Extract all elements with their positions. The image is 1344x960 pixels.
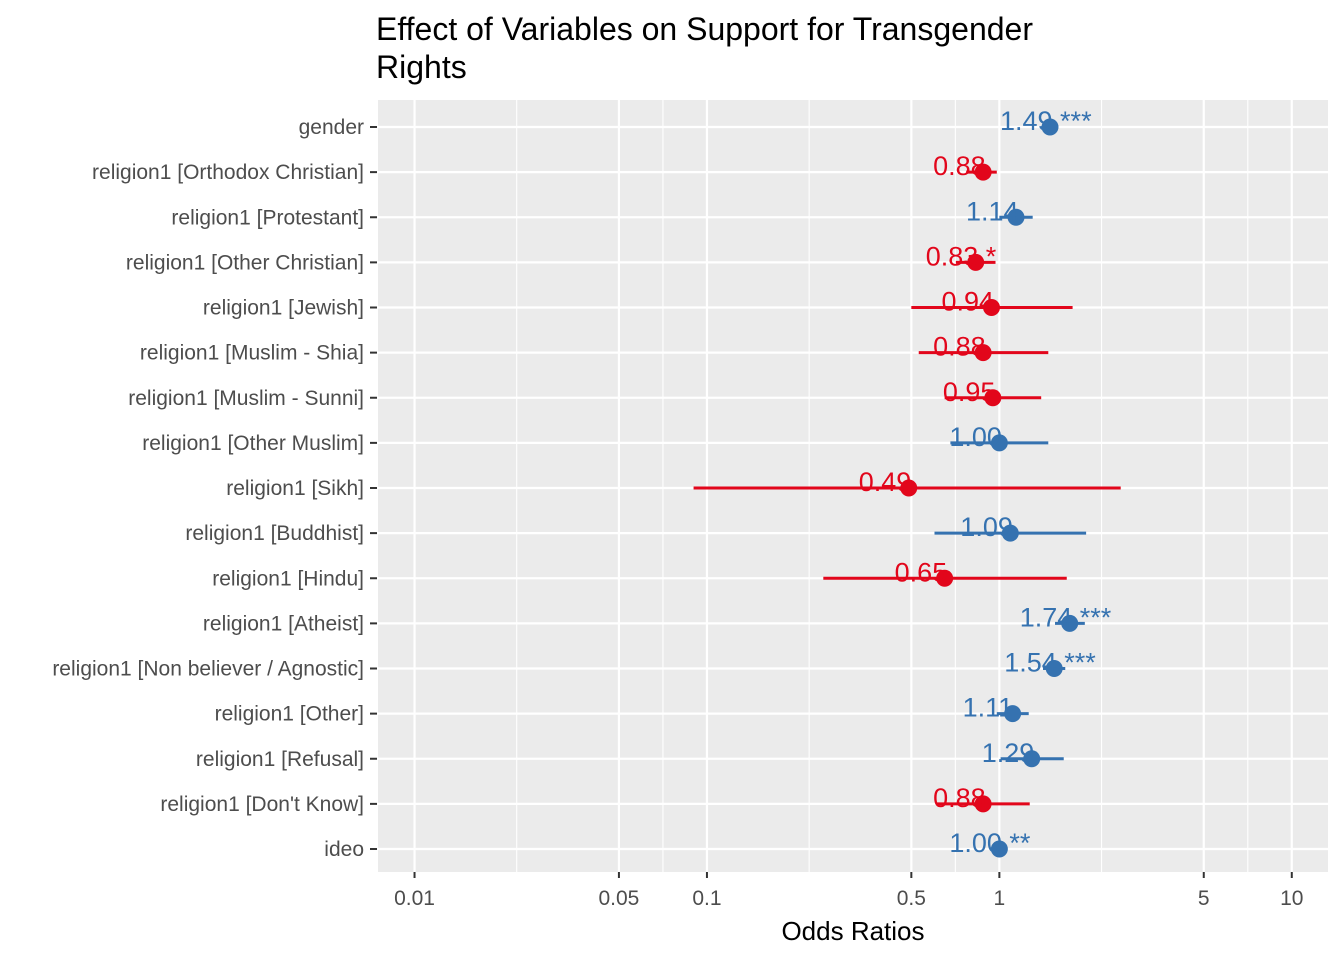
estimate-point	[974, 163, 992, 181]
estimate-point	[974, 344, 992, 362]
data-label: 1.29	[982, 738, 1035, 768]
data-label: 0.95	[943, 377, 996, 407]
estimate-point	[983, 299, 1001, 316]
estimate-point	[990, 434, 1008, 452]
estimate-point	[936, 569, 954, 587]
data-label: 0.88	[933, 783, 986, 813]
data-label: 0.88	[933, 151, 986, 181]
y-tick-label: religion1 [Other Muslim]	[142, 432, 364, 455]
y-tick-label: religion1 [Muslim - Sunni]	[128, 387, 364, 410]
y-tick-label: religion1 [Other]	[215, 703, 364, 726]
x-tick-label: 0.01	[394, 887, 435, 910]
y-tick-label: religion1 [Sikh]	[226, 477, 364, 500]
y-tick-label: religion1 [Non believer / Agnostic]	[52, 658, 364, 681]
y-tick-label: religion1 [Refusal]	[196, 748, 364, 771]
y-tick-label: religion1 [Don't Know]	[160, 793, 364, 816]
estimate-point	[967, 253, 985, 271]
y-tick-label: religion1 [Orthodox Christian]	[92, 161, 364, 184]
estimate-point	[990, 840, 1008, 858]
estimate-point	[900, 479, 918, 497]
estimate-point	[1001, 524, 1019, 542]
major-gridlines	[378, 100, 1328, 872]
data-label: 1.49 ***	[1000, 106, 1092, 136]
x-tick-label: 10	[1280, 887, 1303, 910]
x-axis: 0.01 0.05 0.1 0.5 1 5 10	[394, 872, 1303, 910]
x-tick-label: 0.05	[598, 887, 639, 910]
y-tick-label: ideo	[324, 838, 364, 861]
minor-gridlines	[516, 100, 1249, 872]
data-label: 1.54 ***	[1004, 648, 1096, 678]
data-label: 0.88	[933, 332, 986, 362]
y-tick-label: religion1 [Buddhist]	[185, 522, 364, 545]
y-tick-label: religion1 [Muslim - Shia]	[140, 342, 364, 365]
data-label: 1.14	[966, 196, 1019, 226]
data-label: 0.94	[942, 287, 995, 317]
data-label: 1.74 ***	[1020, 602, 1112, 632]
y-tick-label: religion1 [Jewish]	[203, 297, 364, 320]
data-label: 1.00	[949, 422, 1002, 452]
y-axis: gender religion1 [Orthodox Christian] reli…	[52, 116, 377, 861]
x-tick-label: 0.1	[692, 887, 721, 910]
estimate-point	[1004, 705, 1022, 723]
estimate-point	[1041, 118, 1059, 136]
y-tick-label: gender	[299, 116, 364, 139]
data-label: 1.11	[963, 693, 1014, 723]
x-tick-label: 5	[1198, 887, 1210, 910]
data-label: 0.49	[859, 467, 912, 497]
chart-title-line-2: Rights	[376, 49, 467, 85]
estimate-point	[984, 389, 1002, 407]
chart-title-line-1: Effect of Variables on Support for Trans…	[376, 11, 1033, 47]
data-label: 0.65	[895, 557, 948, 587]
estimate-point	[1061, 614, 1079, 632]
x-axis-title: Odds Ratios	[781, 916, 924, 946]
estimate-point	[974, 795, 992, 813]
y-tick-label: religion1 [Other Christian]	[126, 251, 364, 274]
data-label: 0.83 *	[926, 241, 997, 271]
data-label: 1.09	[960, 512, 1013, 542]
y-tick-label: religion1 [Hindu]	[212, 567, 364, 590]
y-tick-label: religion1 [Protestant]	[171, 206, 364, 229]
x-tick-label: 0.5	[897, 887, 926, 910]
plot-panel	[378, 100, 1328, 872]
y-tick-label: religion1 [Atheist]	[203, 612, 364, 635]
estimate-point	[1023, 750, 1041, 768]
data-label: 1.00 **	[949, 828, 1031, 858]
estimate-point	[1007, 208, 1025, 226]
x-tick-label: 1	[994, 887, 1006, 910]
chart-marks: 1.49 *** 0.88 1.14 0.83 * 0.94 0.88 0.95 1.00 0.…	[693, 106, 1121, 858]
estimate-point	[1045, 660, 1063, 677]
